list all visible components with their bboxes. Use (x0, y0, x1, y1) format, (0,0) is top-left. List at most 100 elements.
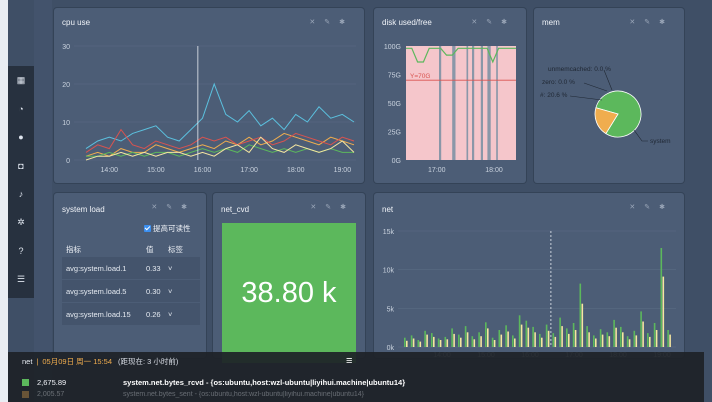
tooltip-header: net | 05月09日 周一 15:54 (距现在: 3 小时前) ≡ (8, 352, 704, 371)
edit-icon[interactable]: ✎ (644, 19, 660, 26)
bar-sent (595, 338, 597, 347)
tooltip-series-name: system.net.bytes_rcvd - {os:ubuntu,host:… (123, 378, 406, 387)
metric-value: 0.33 (146, 263, 161, 273)
bar-rcvd (586, 326, 588, 347)
bar-rcvd (566, 328, 568, 347)
data-gap-0 (439, 46, 442, 160)
expand-icon[interactable]: ✕ (629, 19, 645, 26)
bar-sent (520, 324, 523, 347)
bar-rcvd (626, 336, 629, 347)
settings-icon[interactable]: ✱ (340, 204, 355, 211)
table-row[interactable]: avg:system.load.15 0.26 ˅ (62, 303, 200, 325)
y-tick-label: 100G (384, 44, 401, 51)
bar-sent (500, 334, 503, 347)
table-row[interactable]: avg:system.load.1 0.33 ˅ (62, 257, 200, 279)
bar-sent (527, 327, 530, 347)
gear-icon[interactable]: ✲ (17, 217, 25, 228)
panel-system-load: system load ✕✎✱ 提高可读性 指标 值 标签 avg:system.lo… (54, 193, 206, 358)
tag-chevron-icon[interactable]: ˅ (168, 263, 173, 273)
circle-icon[interactable]: ● (18, 132, 24, 143)
expand-icon[interactable]: ✕ (629, 204, 645, 211)
edit-icon[interactable]: ✎ (324, 19, 340, 26)
bar-rcvd (424, 330, 426, 347)
bar-rcvd (559, 317, 561, 347)
settings-icon[interactable]: ✱ (181, 204, 196, 211)
bar-sent (642, 321, 644, 347)
metric-name: avg:system.load.5 (66, 286, 127, 296)
expand-icon[interactable]: ✕ (310, 204, 326, 211)
hamburger-icon[interactable]: ≡ (346, 355, 353, 367)
y-tick-label: 30 (62, 44, 70, 51)
edit-icon[interactable]: ✎ (486, 19, 502, 26)
bar-rcvd (431, 333, 433, 347)
series-swatch (22, 379, 29, 386)
panel-title: disk used/free (382, 18, 432, 27)
edit-icon[interactable]: ✎ (166, 204, 182, 211)
bar-sent (622, 332, 624, 347)
bar-rcvd (660, 248, 663, 347)
bar-sent (601, 334, 604, 347)
bar-rcvd (653, 323, 656, 347)
cpu-chart[interactable]: 0 10 20 30 14:00 15:00 16:00 17:00 18:00 19:00 (54, 8, 364, 183)
pie-slice-0 (595, 90, 642, 138)
tag-chevron-icon[interactable]: ˅ (168, 286, 173, 296)
panel-title: system load (62, 205, 105, 214)
series-line-1 (85, 132, 355, 157)
bar-sent (581, 303, 584, 347)
bar-sent (507, 331, 509, 347)
dashboard-icon[interactable]: ◔ (18, 103, 24, 114)
mem-chart[interactable]: unmemcached: 0.0 % zero: 0.0 % #: 20.6 % sy… (534, 8, 684, 183)
panel-title: net (382, 205, 394, 214)
edit-icon[interactable]: ✎ (644, 204, 660, 211)
settings-icon[interactable]: ✱ (659, 204, 674, 211)
checkbox[interactable] (144, 225, 151, 232)
panel-title: cpu use (62, 18, 91, 27)
bar-rcvd (417, 340, 420, 347)
pie-slice-1 (594, 107, 619, 135)
metric-name: avg:system.load.15 (66, 309, 131, 319)
tag-chevron-icon[interactable]: ˅ (168, 309, 173, 319)
bar-rcvd (539, 333, 541, 347)
column-header[interactable]: 指标 (66, 244, 81, 254)
bell-icon[interactable]: ♪ (18, 189, 24, 200)
window-icon[interactable]: ◘ (18, 160, 24, 171)
expand-icon[interactable]: ✕ (151, 204, 167, 211)
tooltip-panel: net (22, 357, 33, 366)
settings-icon[interactable]: ✱ (659, 19, 674, 26)
data-gap-2 (466, 46, 469, 160)
disk-chart[interactable]: Y=70G 0G 25G 50G 75G 100G 17:00 18:00 (374, 8, 526, 183)
data-gap-5 (487, 46, 491, 160)
bar-rcvd (498, 330, 501, 347)
bar-rcvd (458, 334, 460, 347)
y-tick-label: 5k (387, 306, 395, 313)
y-tick-label: 0k (387, 345, 395, 352)
help-icon[interactable]: ? (18, 246, 24, 257)
column-header[interactable]: 标签 (168, 244, 183, 254)
settings-icon[interactable]: ✱ (339, 19, 354, 26)
settings-icon[interactable]: ✱ (501, 19, 516, 26)
grid-icon[interactable]: ▦ (16, 74, 26, 85)
bar-rcvd (485, 322, 487, 347)
panel-net-cvd: net_cvd ✕✎✱ 38.80 k (213, 193, 365, 363)
bar-rcvd (613, 319, 615, 347)
y-tick-label: 10 (62, 120, 70, 127)
expand-icon[interactable]: ✕ (309, 19, 325, 26)
expand-icon[interactable]: ✕ (471, 19, 487, 26)
panel-tools: ✕✎✱ (471, 18, 516, 26)
y-tick-label: 0 (66, 158, 70, 165)
edit-icon[interactable]: ✎ (325, 204, 341, 211)
bar-rcvd (512, 335, 514, 347)
load-table: 指标值标签 avg:system.load.1 0.33 ˅ avg:system.lo… (62, 241, 200, 326)
metric-value: 0.26 (146, 309, 161, 319)
y-tick-label: 15k (383, 229, 395, 236)
x-tick-label: 14:00 (101, 167, 119, 174)
bar-sent (608, 336, 611, 347)
table-row[interactable]: avg:system.load.5 0.30 ˅ (62, 280, 200, 302)
list-icon[interactable]: ☰ (16, 274, 26, 285)
bar-sent (615, 327, 617, 347)
bar-sent (655, 330, 658, 347)
readability-toggle[interactable]: 提高可读性 (144, 223, 191, 234)
bar-sent (588, 332, 590, 347)
column-header[interactable]: 值 (146, 244, 154, 254)
